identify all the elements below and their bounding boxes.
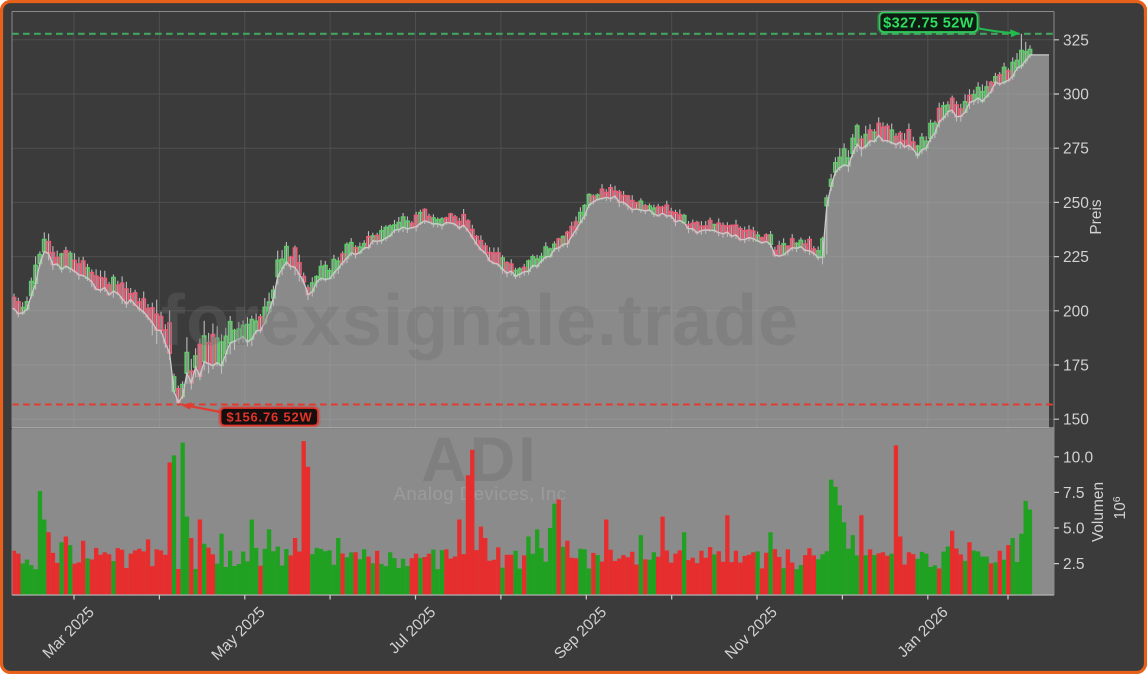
svg-text:250: 250 xyxy=(1063,195,1089,212)
svg-text:300: 300 xyxy=(1063,87,1089,104)
svg-text:$327.75 52W: $327.75 52W xyxy=(883,15,974,31)
svg-text:$156.76 52W: $156.76 52W xyxy=(226,409,312,424)
svg-text:7.5: 7.5 xyxy=(1063,485,1085,502)
svg-text:ADI: ADI xyxy=(421,425,539,495)
svg-text:5.0: 5.0 xyxy=(1063,521,1085,538)
svg-text:2.5: 2.5 xyxy=(1063,556,1085,573)
svg-text:225: 225 xyxy=(1063,249,1089,266)
svg-text:forexsignale.trade: forexsignale.trade xyxy=(161,281,799,361)
svg-text:10.0: 10.0 xyxy=(1063,449,1094,466)
svg-text:175: 175 xyxy=(1063,358,1089,375)
svg-text:200: 200 xyxy=(1063,303,1089,320)
svg-text:Volumen: Volumen xyxy=(1090,482,1107,542)
svg-text:Analog Devices, Inc: Analog Devices, Inc xyxy=(393,483,566,504)
svg-text:150: 150 xyxy=(1063,412,1089,429)
svg-text:275: 275 xyxy=(1063,141,1089,158)
svg-text:Preis: Preis xyxy=(1088,199,1105,235)
svg-text:325: 325 xyxy=(1063,32,1089,49)
